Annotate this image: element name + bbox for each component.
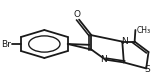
Text: O: O	[73, 10, 80, 19]
Text: Br: Br	[1, 40, 11, 48]
Text: CH₃: CH₃	[137, 26, 151, 34]
Text: N: N	[100, 55, 107, 64]
Text: N: N	[121, 37, 128, 46]
Text: S: S	[144, 66, 150, 74]
